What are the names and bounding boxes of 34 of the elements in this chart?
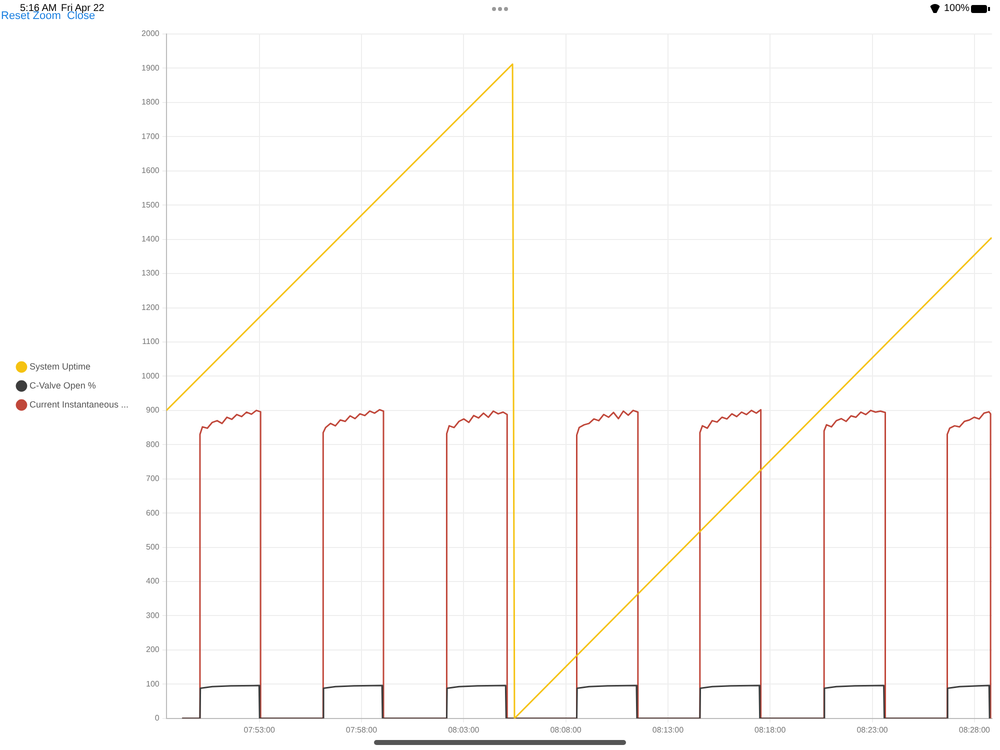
text: 100% xyxy=(944,3,970,14)
x-tick-label: 08:08:00 xyxy=(550,725,582,734)
y-tick-label: 1900 xyxy=(142,63,160,72)
y-tick-label: 1800 xyxy=(142,98,160,107)
legend-label: Current Instantaneous ... xyxy=(30,399,129,410)
y-tick-label: 600 xyxy=(146,508,160,518)
legend-label: C-Valve Open % xyxy=(30,380,96,390)
y-tick-label: 1100 xyxy=(142,337,160,346)
x-tick-label: 08:28:00 xyxy=(958,725,991,734)
y-tick-label: 500 xyxy=(146,542,160,552)
y-tick-label: 400 xyxy=(146,576,160,586)
y-tick-label: 1700 xyxy=(142,132,160,141)
y-tick-label: 1000 xyxy=(142,371,160,380)
y-tick-label: 900 xyxy=(146,406,160,415)
y-tick-label: 100 xyxy=(146,679,160,688)
y-tick-label: 1400 xyxy=(142,234,160,244)
y-tick-label: 1500 xyxy=(142,200,160,210)
y-tick-label: 700 xyxy=(146,474,160,484)
y-tick-label: 1200 xyxy=(142,302,160,312)
x-tick-label: 08:18:00 xyxy=(754,725,786,734)
x-tick-label: 08:03:00 xyxy=(448,725,480,734)
x-tick-label: 08:13:00 xyxy=(652,725,684,734)
text: Reset Zoom xyxy=(1,10,61,22)
y-tick-label: 2000 xyxy=(142,29,160,38)
y-tick-label: 1600 xyxy=(142,166,160,176)
x-tick-label: 07:58:00 xyxy=(346,725,378,734)
y-tick-label: 1300 xyxy=(142,268,160,278)
x-tick-label: 07:53:00 xyxy=(244,725,276,734)
y-tick-label: 800 xyxy=(146,440,160,449)
legend-label: System Uptime xyxy=(30,361,91,372)
y-tick-label: 0 xyxy=(154,714,160,723)
y-tick-label: 200 xyxy=(146,645,160,654)
x-tick-label: 08:23:00 xyxy=(856,725,888,734)
y-tick-label: 300 xyxy=(146,610,160,620)
